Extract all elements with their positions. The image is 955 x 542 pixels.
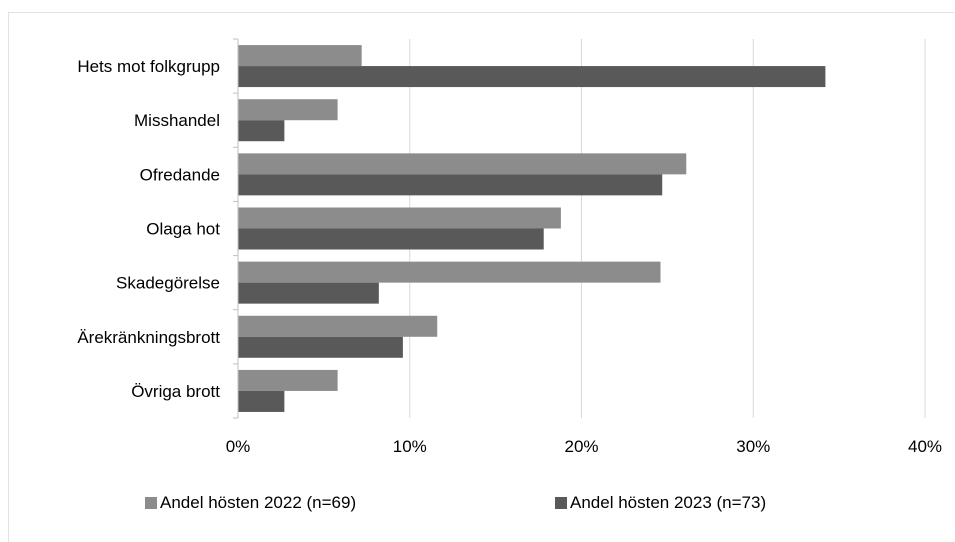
- y-axis: [233, 38, 239, 419]
- x-tick-label: 30%: [736, 437, 770, 456]
- x-tick-label: 0%: [226, 437, 251, 456]
- chart-frame: [8, 12, 954, 542]
- legend-swatch: [145, 497, 157, 509]
- x-tick-label: 10%: [393, 437, 427, 456]
- x-tick-label: 40%: [908, 437, 942, 456]
- bar-2022: [238, 99, 338, 121]
- category-label: Olaga hot: [146, 220, 220, 239]
- category-label: Ofredande: [140, 165, 220, 184]
- category-labels: Hets mot folkgrupp Misshandel Ofredande Ola…: [77, 57, 220, 401]
- bar-2023: [238, 120, 285, 142]
- bar-2022: [238, 153, 687, 175]
- bar-2023: [238, 228, 544, 250]
- category-label: Hets mot folkgrupp: [77, 57, 220, 76]
- bar-2022: [238, 207, 561, 229]
- x-tick-label: 20%: [564, 437, 598, 456]
- bar-2023: [238, 390, 285, 412]
- category-label: Skadegörelse: [116, 274, 220, 293]
- bar-2022: [238, 261, 661, 283]
- category-label: Ärekränkningsbrott: [77, 328, 220, 347]
- category-label: Övriga brott: [131, 382, 220, 401]
- legend-label: Andel hösten 2022 (n=69): [160, 493, 356, 512]
- bar-2022: [238, 315, 438, 337]
- bar-2023: [238, 282, 379, 304]
- bar-2022: [238, 45, 362, 67]
- category-label: Misshandel: [134, 111, 220, 130]
- bar-2023: [238, 336, 403, 358]
- legend-label: Andel hösten 2023 (n=73): [570, 493, 766, 512]
- bar-2022: [238, 369, 338, 391]
- x-tick-labels: 0% 10% 20% 30% 40%: [226, 437, 942, 456]
- bars: [238, 45, 826, 412]
- bar-2023: [238, 174, 663, 196]
- legend: Andel hösten 2022 (n=69) Andel hösten 202…: [145, 493, 766, 512]
- legend-swatch: [555, 497, 567, 509]
- bar-2023: [238, 66, 826, 88]
